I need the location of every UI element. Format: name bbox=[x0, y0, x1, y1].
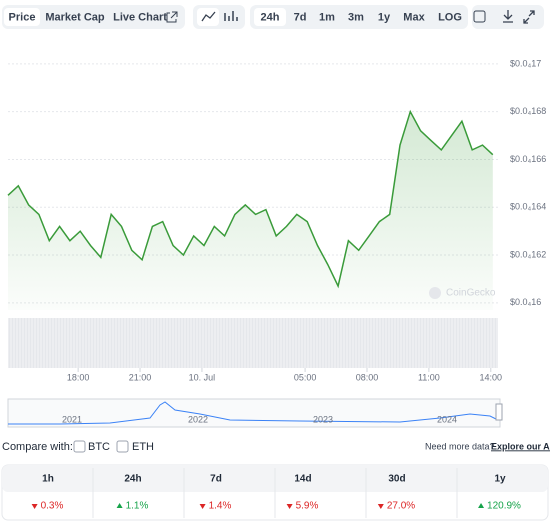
active-range bbox=[254, 8, 286, 26]
column-header: 14d bbox=[294, 474, 311, 485]
compare-option[interactable]: ETH bbox=[132, 441, 154, 453]
eth-checkbox[interactable] bbox=[116, 440, 129, 453]
tab-button[interactable]: Price bbox=[9, 11, 36, 23]
fullscreen-icon[interactable] bbox=[523, 10, 535, 24]
column-header: 24h bbox=[124, 474, 141, 485]
change-value: 27.0% bbox=[387, 501, 415, 512]
navigator-year: 2023 bbox=[313, 414, 333, 424]
watermark: CoinGecko bbox=[446, 288, 496, 299]
calendar-icon[interactable] bbox=[473, 10, 486, 23]
range-group bbox=[250, 5, 468, 29]
x-tick-label: 18:00 bbox=[67, 372, 90, 382]
column-header: 1y bbox=[494, 474, 506, 485]
down-arrow bbox=[31, 504, 38, 509]
navigator-year: 2021 bbox=[62, 414, 82, 424]
line-icon bbox=[201, 11, 216, 22]
column-header: 7d bbox=[210, 474, 222, 485]
x-tick-label: 21:00 bbox=[129, 372, 152, 382]
change-value: 1.4% bbox=[209, 501, 232, 512]
x-tick-label: 14:00 bbox=[480, 372, 503, 382]
down-arrow bbox=[377, 504, 384, 509]
y-tick-label: $0.0₄164 bbox=[510, 202, 546, 212]
watermark-logo bbox=[429, 287, 441, 299]
volume-area bbox=[8, 318, 498, 368]
api-link[interactable]: Explore our API bbox=[491, 441, 550, 451]
navigator-line bbox=[8, 401, 499, 425]
range-button[interactable]: 1y bbox=[378, 11, 391, 23]
x-tick-label: 08:00 bbox=[356, 372, 379, 382]
btc-checkbox[interactable] bbox=[73, 440, 86, 453]
external-icon bbox=[166, 11, 178, 23]
down-arrow bbox=[199, 504, 206, 509]
range-button[interactable]: LOG bbox=[438, 11, 462, 23]
download-icon[interactable] bbox=[503, 10, 513, 23]
y-tick-label: $0.0₄17 bbox=[510, 58, 541, 68]
column-header: 30d bbox=[388, 474, 405, 485]
range-button[interactable]: 3m bbox=[348, 11, 364, 23]
x-tick-label: 05:00 bbox=[294, 372, 317, 382]
change-value: 120.9% bbox=[487, 501, 521, 512]
x-tick-label: 10. Jul bbox=[189, 372, 216, 382]
tab-group bbox=[2, 5, 185, 29]
navigator[interactable] bbox=[7, 398, 501, 428]
compare-label: Compare with: bbox=[2, 441, 73, 453]
candle-icon[interactable] bbox=[224, 11, 238, 21]
navigator-handle[interactable] bbox=[495, 403, 503, 421]
price-line bbox=[7, 109, 494, 289]
column-header: 1h bbox=[42, 474, 54, 485]
change-value: 5.9% bbox=[296, 501, 319, 512]
navigator-year: 2022 bbox=[188, 414, 208, 424]
area bbox=[8, 111, 493, 310]
tab-button[interactable]: Live Chart bbox=[113, 11, 167, 23]
x-tick-label: 11:00 bbox=[418, 372, 440, 382]
range-button[interactable]: 24h bbox=[261, 11, 280, 23]
active-tab bbox=[4, 8, 40, 26]
range-button[interactable]: 1m bbox=[319, 11, 335, 23]
y-tick-label: $0.0₄16 bbox=[510, 297, 541, 307]
y-tick-label: $0.0₄166 bbox=[510, 154, 546, 164]
up-arrow bbox=[116, 503, 123, 508]
note: Need more data? bbox=[425, 441, 495, 451]
down-arrow bbox=[286, 504, 293, 509]
change-value: 1.1% bbox=[126, 501, 149, 512]
navigator-year: 2024 bbox=[437, 414, 457, 424]
volume-bars bbox=[7, 318, 498, 368]
change-value: 0.3% bbox=[41, 501, 64, 512]
up-arrow bbox=[478, 503, 485, 508]
compare-option[interactable]: BTC bbox=[88, 441, 110, 453]
tab-button[interactable]: Market Cap bbox=[45, 11, 105, 23]
y-tick-label: $0.0₄168 bbox=[510, 106, 546, 116]
range-button[interactable]: Max bbox=[403, 11, 425, 23]
range-button[interactable]: 7d bbox=[294, 11, 307, 23]
y-tick-label: $0.0₄162 bbox=[510, 249, 546, 259]
